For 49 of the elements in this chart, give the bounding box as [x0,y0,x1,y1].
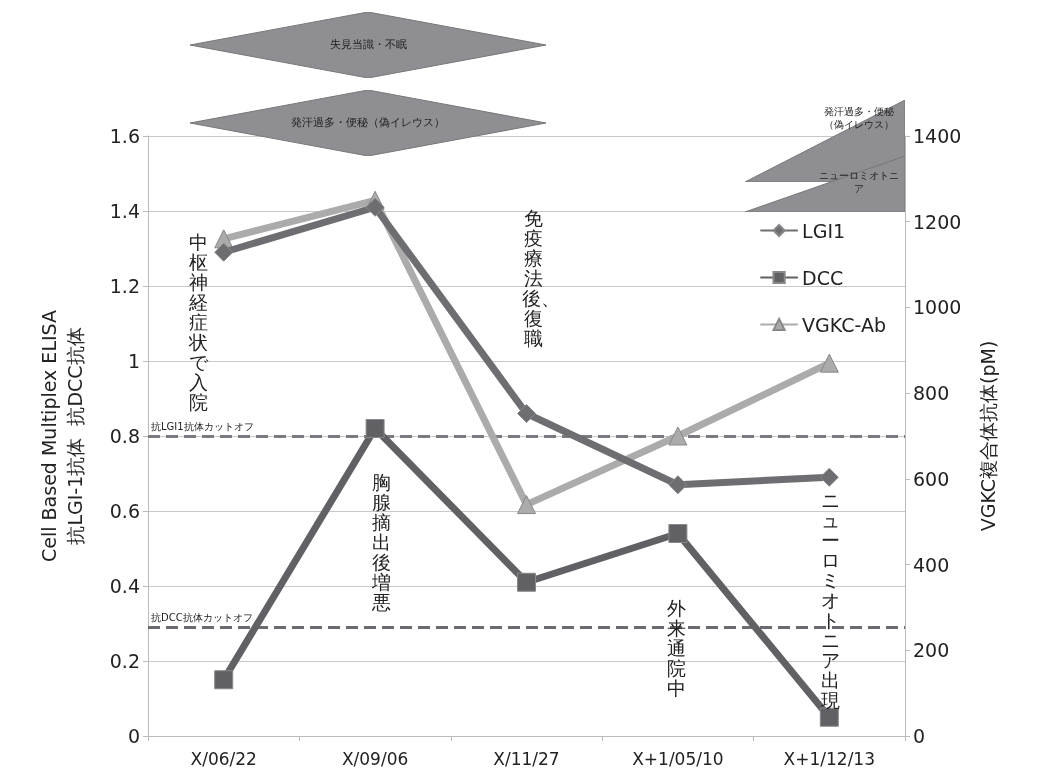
ref-line-label: 抗LGI1抗体カットオフ [151,420,254,432]
point [819,707,839,727]
x-tick-label: X/06/22 [190,748,257,769]
point [517,572,536,592]
y-tick-label: 1.6 [109,125,140,147]
text: 中枢神経症状で入院 [188,231,208,413]
y2-tick-label: 400 [913,553,950,576]
ref-line-label: 抗DCC抗体カットオフ [151,611,253,623]
annotation: ニューロミオトニア [817,170,900,195]
legend-label: LGI1 [802,219,846,242]
y-tick-label: 1.2 [109,275,140,297]
y2-tick-label: 1000 [913,296,962,319]
y2-tick-label: 600 [913,467,950,490]
y2-tick-label: 1200 [913,210,962,233]
y-tick-label: 0.2 [109,650,140,672]
y2-axis-title: VGKC複合体抗体(pM) [977,340,999,532]
x-tick-label: X+1/12/13 [783,748,876,769]
text: ニューロミオトニア出現 [820,489,840,711]
y-tick-label: 0.4 [109,575,140,597]
point [668,426,688,446]
text: 失見当識・不眠 [328,38,408,52]
y-tick-label: 0.6 [109,500,140,522]
legend-label: VGKC-Ab [802,313,886,336]
point [517,404,536,423]
point [365,419,385,438]
point [819,353,839,373]
point [214,242,234,262]
y-tick-label: 1.4 [109,200,140,222]
point [668,524,688,543]
point [668,475,688,495]
y2-tick-label: 1400 [913,125,962,147]
annotation: 免疫療法後、復職 [522,207,560,349]
y2-tick-label: 0 [913,725,926,747]
y-tick-label: 1 [127,350,140,372]
point [819,467,839,487]
point [214,670,234,690]
y-tick-label: 0.8 [109,425,140,447]
x-tick-label: X+1/05/10 [632,748,724,769]
text: 発汗過多・便秘（偽イレウス） [290,116,446,130]
y2-tick-label: 200 [913,639,950,662]
point [517,495,536,515]
point [365,197,385,217]
y-tick-label: 0 [127,725,140,747]
y2-tick-label: 800 [913,382,950,405]
annotation: 胸腺摘出後増悪 [370,471,392,613]
x-tick-label: X/09/06 [341,748,409,769]
x-tick-label: X/11/27 [493,748,560,769]
legend-label: DCC [802,266,844,289]
y-axis-title: Cell Based Multiplex ELISA 抗LGI-1抗体 抗DCC抗体 [38,310,86,562]
